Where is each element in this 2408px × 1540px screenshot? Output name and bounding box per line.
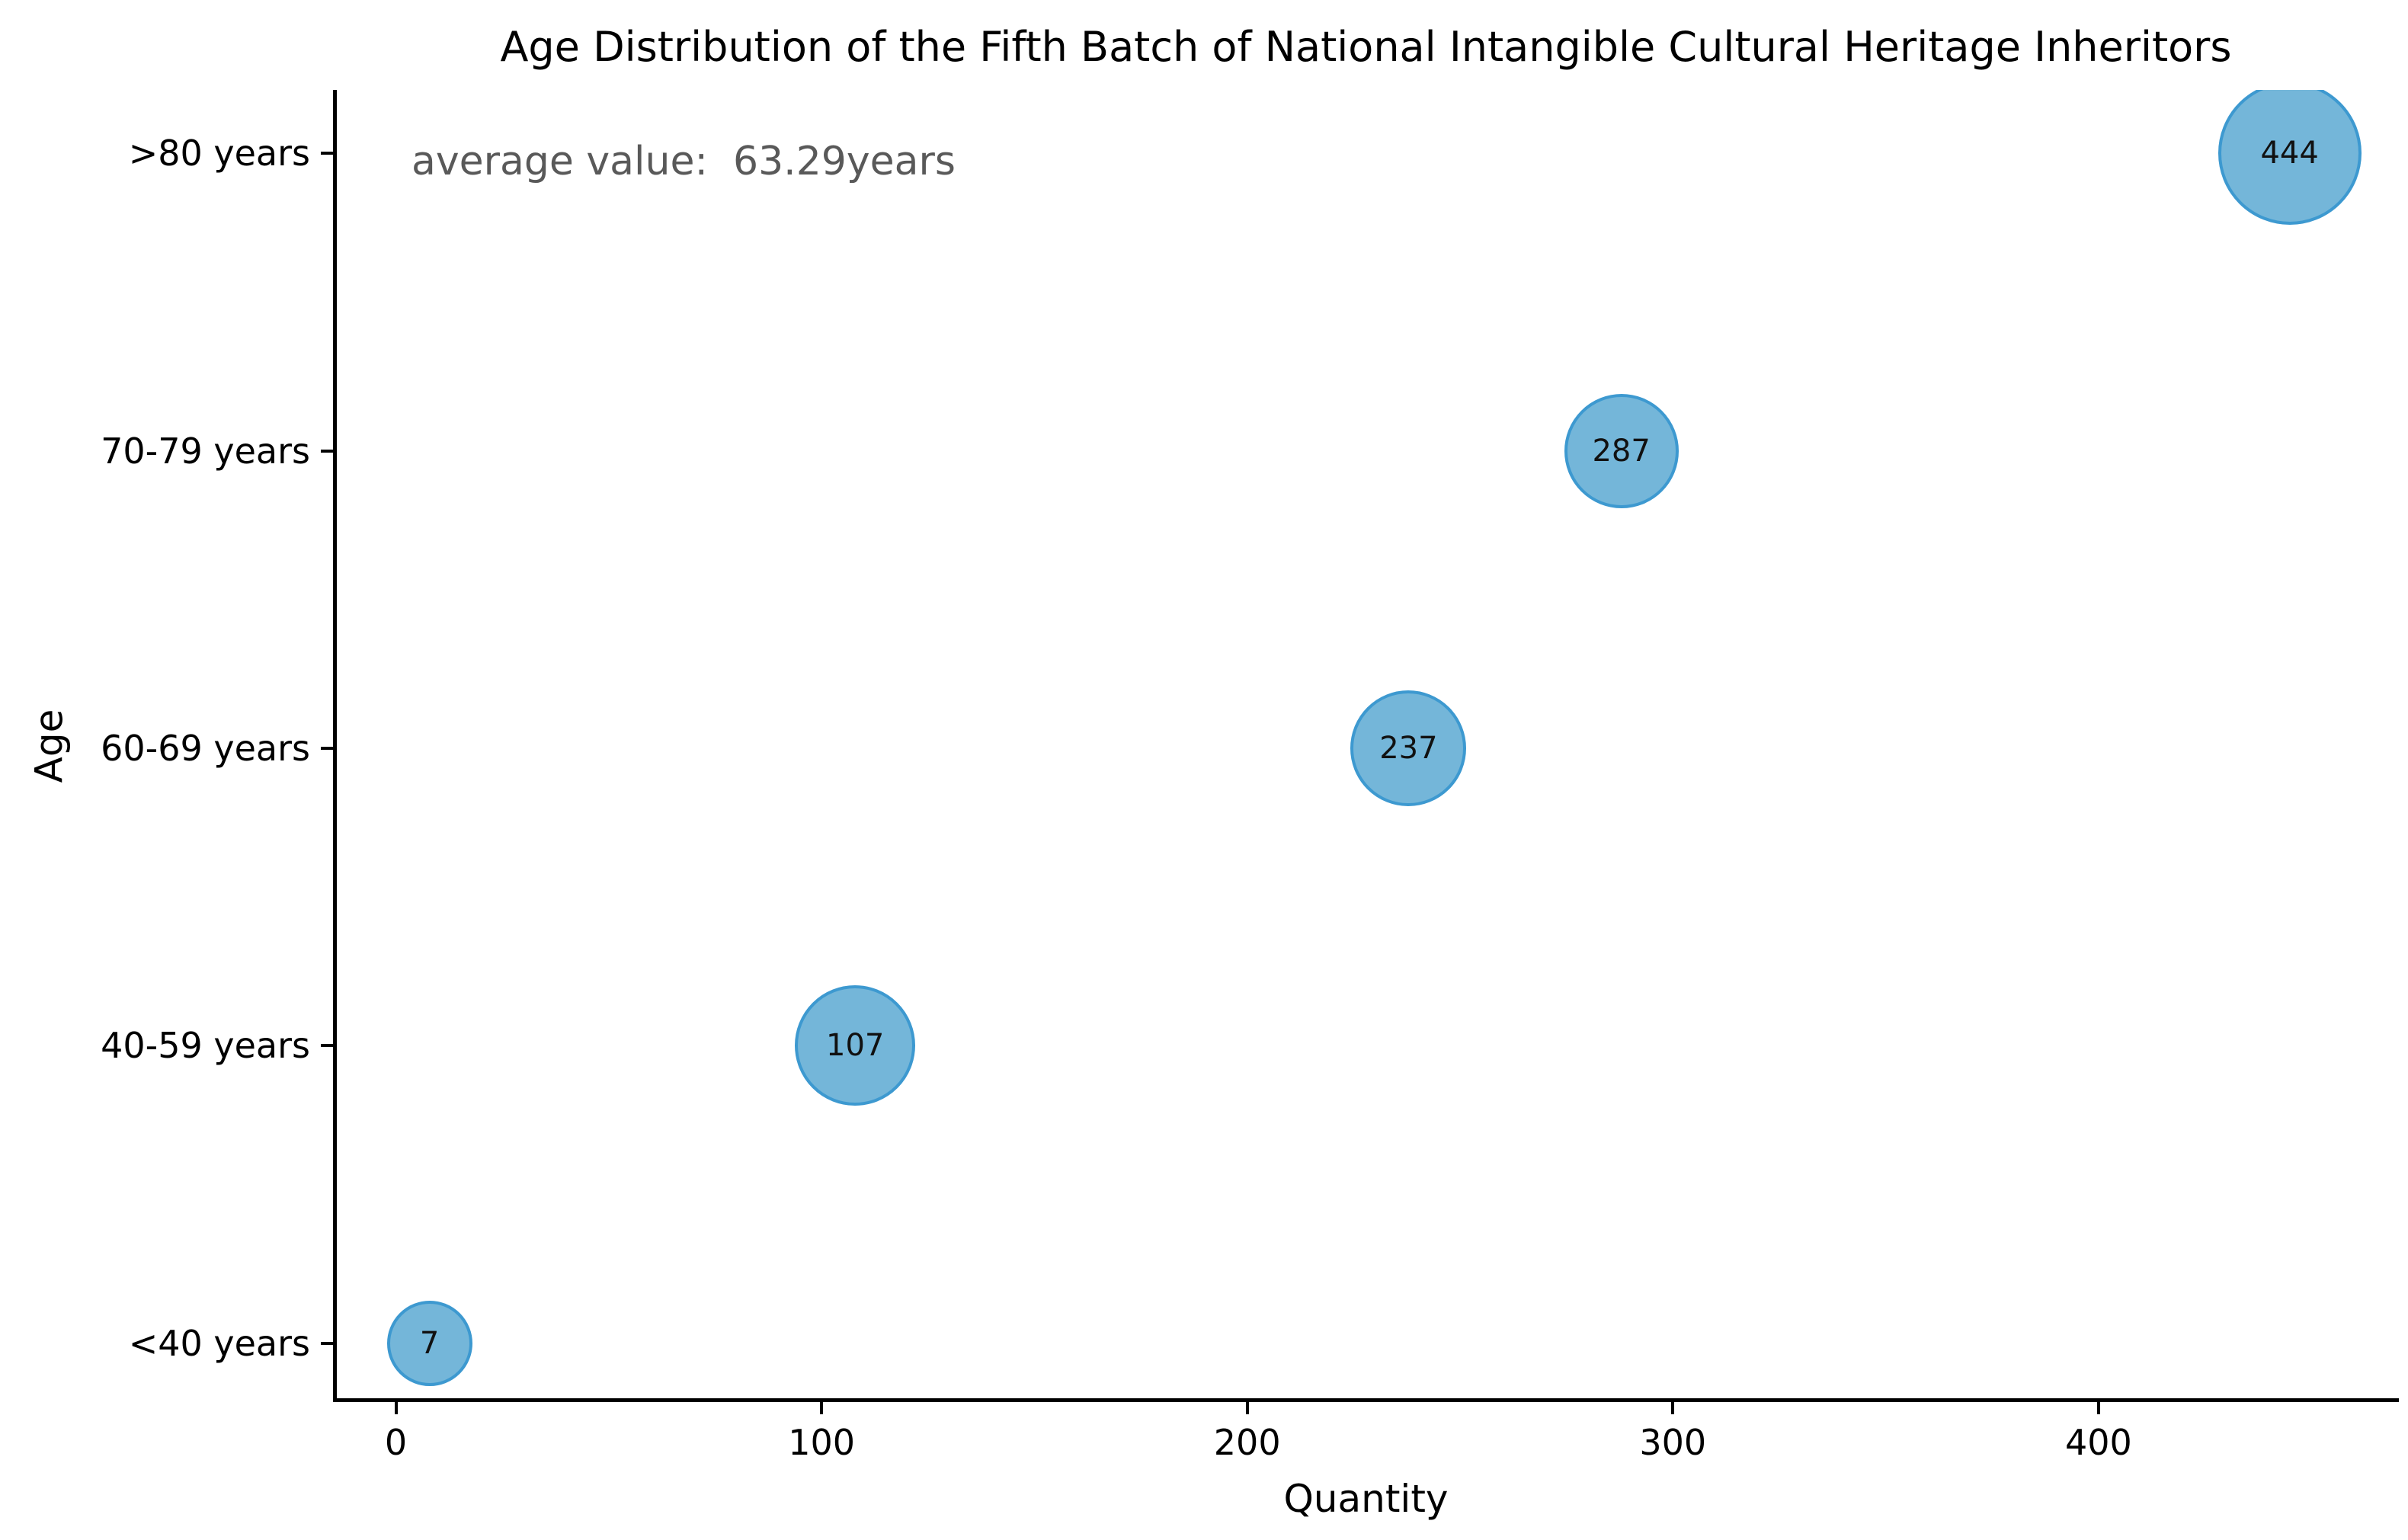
y-tick-label: 70-79 years [101,430,310,472]
x-tick-mark [820,1402,824,1414]
x-tick-mark [2096,1402,2100,1414]
x-tick-label: 300 [1639,1422,1707,1463]
bubble: 287 [1564,393,1679,508]
x-tick-label: 0 [384,1422,408,1463]
bubble-value-label: 7 [419,1326,440,1361]
y-tick-mark [321,449,333,453]
bubble: 107 [795,985,916,1106]
y-tick-mark [321,1044,333,1047]
bubble: 444 [2217,90,2362,225]
bubble-value-label: 237 [1379,731,1438,766]
bubble: 237 [1350,690,1467,806]
bubble-value-label: 287 [1592,433,1651,469]
bubble-value-label: 444 [2260,136,2319,171]
x-tick-mark [394,1402,398,1414]
y-tick-label: 40-59 years [101,1025,310,1066]
x-tick-label: 100 [788,1422,855,1463]
bubble-value-label: 107 [826,1028,885,1063]
x-tick-label: 400 [2064,1422,2132,1463]
plot-area: 7 107 237 287 444 [333,90,2399,1402]
bubble: 7 [386,1301,472,1386]
x-axis-title: Quantity [1283,1477,1449,1521]
x-tick-mark [1671,1402,1675,1414]
average-value-annotation: average value: 63.29years [411,139,956,184]
x-tick-mark [1245,1402,1249,1414]
y-tick-mark [321,152,333,155]
y-tick-mark [321,747,333,750]
chart-title: Age Distribution of the Fifth Batch of N… [500,23,2232,71]
y-tick-mark [321,1342,333,1345]
x-tick-label: 200 [1213,1422,1281,1463]
y-tick-label: 60-69 years [101,728,310,769]
y-tick-label: >80 years [128,133,310,174]
y-tick-label: <40 years [128,1323,310,1364]
